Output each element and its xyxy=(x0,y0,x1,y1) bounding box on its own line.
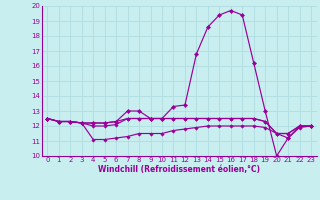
X-axis label: Windchill (Refroidissement éolien,°C): Windchill (Refroidissement éolien,°C) xyxy=(98,165,260,174)
